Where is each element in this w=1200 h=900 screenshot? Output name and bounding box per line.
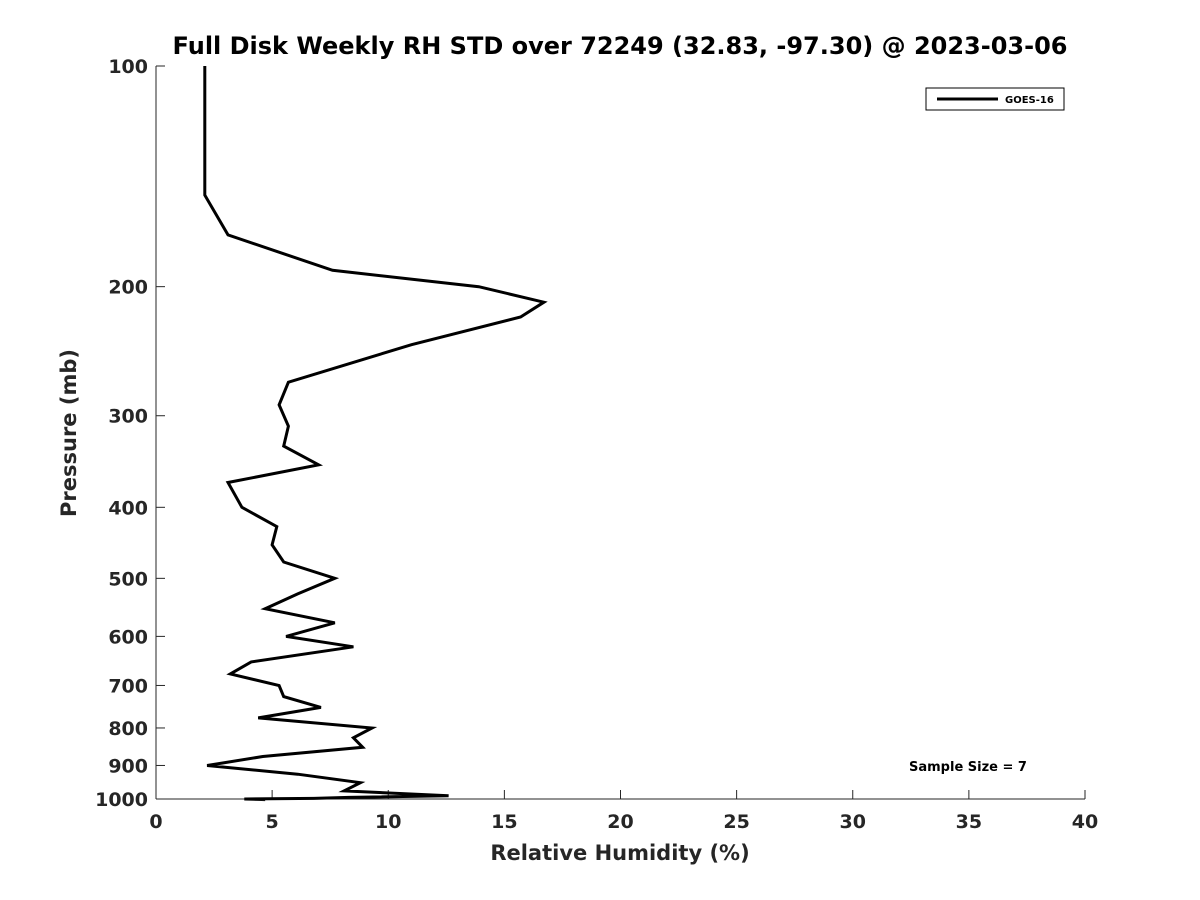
x-tick-label: 10 [375, 811, 401, 833]
x-axis-label: Relative Humidity (%) [490, 841, 749, 865]
chart-title: Full Disk Weekly RH STD over 72249 (32.8… [173, 32, 1068, 60]
x-tick-label: 20 [607, 811, 633, 833]
y-tick-label: 1000 [95, 789, 148, 811]
y-tick-label: 900 [108, 755, 148, 777]
y-tick-label: 500 [108, 568, 148, 590]
y-tick-label: 600 [108, 626, 148, 648]
y-axis-label: Pressure (mb) [57, 349, 81, 517]
sample-size-annotation: Sample Size = 7 [909, 760, 1027, 775]
x-tick-label: 15 [491, 811, 517, 833]
x-tick-label: 35 [956, 811, 982, 833]
series-layer [203, 66, 548, 802]
y-tick-label: 100 [108, 56, 148, 78]
series-line-goes-16 [203, 66, 548, 802]
x-tick-label: 25 [723, 811, 749, 833]
x-tick-label: 5 [266, 811, 279, 833]
y-tick-label: 300 [108, 406, 148, 428]
y-tick-label: 200 [108, 277, 148, 299]
legend-label-goes-16: GOES-16 [1005, 95, 1054, 106]
y-tick-label: 800 [108, 718, 148, 740]
x-tick-label: 40 [1072, 811, 1098, 833]
legend: GOES-16 [925, 87, 1065, 111]
y-tick-label: 400 [108, 497, 148, 519]
y-tick-label: 700 [108, 675, 148, 697]
x-tick-label: 30 [840, 811, 866, 833]
axes: 0 5 10 15 20 25 30 35 40 100 200 300 400 500 600 700 800… [95, 56, 1098, 833]
x-tick-label: 0 [149, 811, 162, 833]
